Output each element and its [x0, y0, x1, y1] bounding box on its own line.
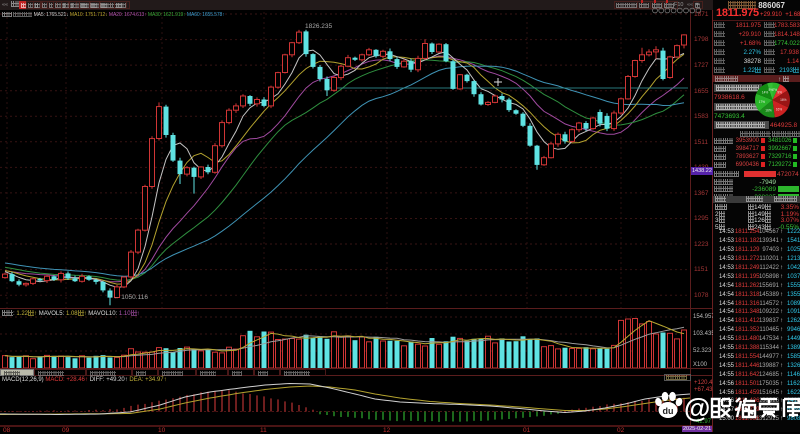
- svg-text:5%: 5%: [768, 88, 773, 92]
- svg-text:16%: 16%: [765, 109, 772, 113]
- svg-text:du: du: [663, 406, 674, 416]
- svg-text:9%: 9%: [777, 90, 782, 94]
- svg-text:7%: 7%: [773, 88, 778, 92]
- svg-text:@: @: [684, 393, 710, 423]
- svg-text:14%: 14%: [762, 91, 769, 95]
- svg-text:16%: 16%: [780, 98, 787, 102]
- svg-text:← 1050.116: ← 1050.116: [113, 294, 148, 301]
- svg-text:17%: 17%: [759, 100, 766, 104]
- svg-text:1826.235: 1826.235: [305, 23, 332, 30]
- svg-text:16%: 16%: [776, 107, 783, 111]
